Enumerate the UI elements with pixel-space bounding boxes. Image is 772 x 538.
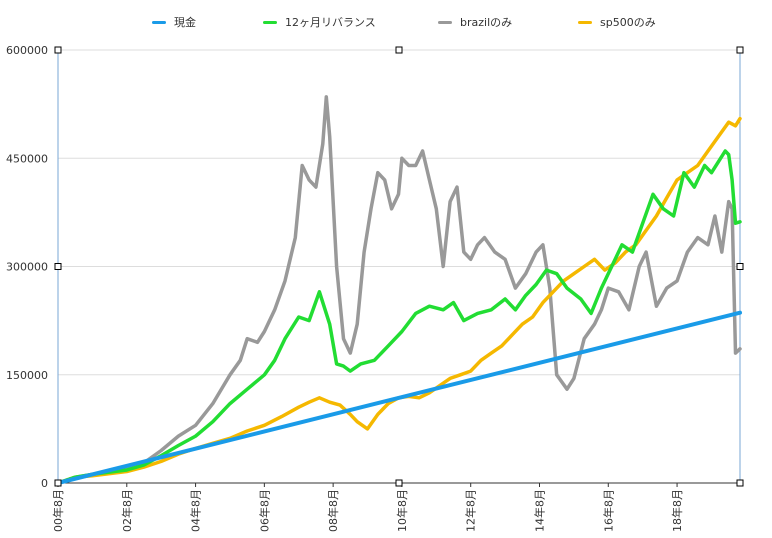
x-tick-label-2: 04年8月 (189, 489, 203, 532)
x-tick-label-8: 16年8月 (601, 489, 615, 532)
legend-swatch-sp500 (578, 20, 592, 24)
selection-handle-3 (54, 263, 62, 270)
x-tick-label-1: 02年8月 (120, 489, 134, 532)
x-tick-label-4: 08年8月 (326, 489, 340, 532)
legend-label-sp500: sp500のみ (600, 16, 656, 29)
x-tick-label-3: 06年8月 (257, 489, 271, 532)
legend-item-brazil: brazilのみ (438, 14, 512, 30)
y-tick-label-2: 300000 (6, 261, 48, 274)
y-tick-label-3: 450000 (6, 152, 48, 165)
selection-handle-2 (736, 46, 744, 54)
x-tick-label-0: 00年8月 (51, 489, 65, 532)
x-tick-label-7: 14年8月 (532, 489, 546, 532)
series-line-rebalance (56, 149, 742, 485)
chart-legend: 現金 12ヶ月リバランス brazilのみ sp500のみ (0, 14, 772, 34)
x-tick-label-6: 12年8月 (464, 489, 478, 532)
legend-label-cash: 現金 (174, 16, 196, 29)
y-tick-label-4: 600000 (6, 44, 48, 57)
selection-handle-0 (54, 46, 62, 54)
series-line-cash (56, 310, 742, 485)
selection-handle-4 (736, 263, 744, 270)
legend-item-rebalance: 12ヶ月リバランス (263, 14, 376, 30)
x-tick-label-9: 18年8月 (670, 489, 684, 532)
legend-label-brazil: brazilのみ (460, 16, 513, 29)
selection-handle-7 (736, 479, 744, 487)
y-tick-label-1: 150000 (6, 369, 48, 382)
series-line-brazil (56, 95, 742, 485)
legend-item-sp500: sp500のみ (578, 14, 656, 30)
selection-handle-6 (395, 479, 403, 487)
selection-handle-5 (54, 479, 62, 487)
legend-label-rebalance: 12ヶ月リバランス (285, 16, 376, 29)
legend-swatch-rebalance (263, 20, 277, 24)
y-tick-label-0: 0 (41, 477, 48, 490)
legend-swatch-cash (152, 20, 166, 24)
selection-handle-1 (395, 46, 403, 54)
legend-swatch-brazil (438, 20, 452, 24)
x-tick-label-5: 10年8月 (395, 489, 409, 532)
legend-item-cash: 現金 (152, 14, 196, 30)
